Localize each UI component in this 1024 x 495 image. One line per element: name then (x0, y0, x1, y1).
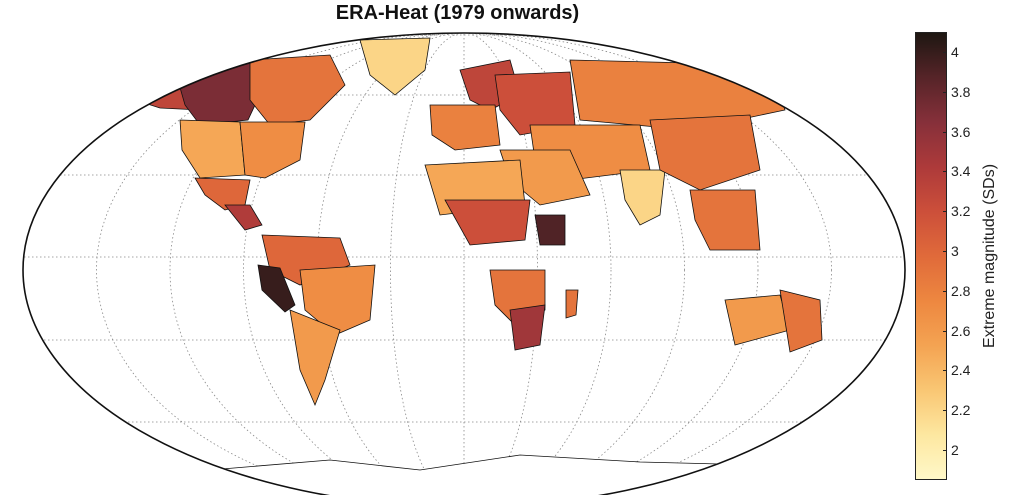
region-western-usa (179, 119, 246, 179)
region-central-america (224, 204, 263, 231)
world-map (22, 32, 906, 495)
colorbar-tick-mark (943, 171, 947, 173)
region-brazil (299, 264, 376, 336)
colorbar-tick-mark (943, 330, 947, 332)
colorbar-tick-label: 2.6 (951, 322, 971, 339)
meridian-line (96, 33, 832, 495)
region-sahel (444, 199, 531, 246)
colorbar-tick-mark (943, 450, 947, 452)
region-greenland (359, 37, 431, 96)
region-western-canada (174, 57, 263, 126)
land-regions (119, 37, 841, 495)
colorbar-tick-mark (943, 370, 947, 372)
graticule (23, 33, 905, 495)
region-eastern-usa (239, 121, 306, 179)
colorbar-tick-label: 3 (951, 243, 959, 260)
colorbar-tick-mark (943, 91, 947, 93)
region-south-africa-east (509, 304, 546, 351)
colorbar (915, 32, 947, 480)
colorbar-tick-mark (943, 251, 947, 253)
region-eastern-australia (779, 289, 823, 353)
region-ethiopia (534, 214, 566, 246)
colorbar-tick-mark (943, 290, 947, 292)
region-western-europe (429, 104, 501, 151)
meridian-line (243, 33, 685, 495)
colorbar-tick-label: 3.8 (951, 83, 971, 100)
map-border (22, 32, 906, 495)
region-eastern-canada (249, 54, 346, 126)
region-india (619, 169, 666, 226)
region-southeast-asia (689, 189, 761, 251)
colorbar-tick-mark (943, 211, 947, 213)
region-madagascar (565, 289, 579, 319)
colorbar-label: Extreme magnitude (SDs) (981, 163, 998, 349)
colorbar-tick-label: 2.4 (951, 362, 971, 379)
colorbar-tick-label: 2.2 (951, 402, 971, 419)
meridian-line (316, 33, 612, 495)
colorbar-tick-label: 3.6 (951, 123, 971, 140)
region-southern-south-america (289, 309, 341, 407)
colorbar-tick-mark (943, 51, 947, 53)
colorbar-tick-mark (943, 131, 947, 133)
colorbar-tick-label: 3.4 (951, 163, 971, 180)
region-western-australia (724, 294, 791, 346)
region-peru-coast (257, 264, 296, 313)
colorbar-tick-label: 4 (951, 43, 959, 60)
colorbar-tick-mark (943, 410, 947, 412)
map-title: ERA-Heat (1979 onwards) (335, 2, 580, 24)
meridian-line (169, 33, 759, 495)
region-east-asia (649, 114, 761, 191)
colorbar-tick-label: 2.8 (951, 282, 971, 299)
region-antarctica (199, 454, 841, 495)
colorbar-tick-label: 3.2 (951, 203, 971, 220)
colorbar-tick-label: 2 (951, 442, 959, 459)
